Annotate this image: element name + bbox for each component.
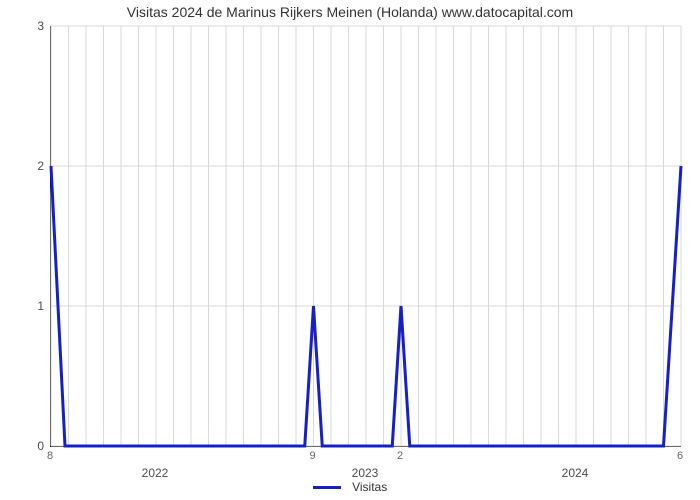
data-count-label: 8 xyxy=(47,450,53,462)
data-count-label: 2 xyxy=(397,450,403,462)
data-count-label: 6 xyxy=(677,450,683,462)
chart-plot-area xyxy=(50,26,681,447)
y-tick-label: 1 xyxy=(6,299,44,313)
x-tick-label: 2022 xyxy=(125,466,185,480)
y-tick-label: 0 xyxy=(6,439,44,453)
chart-title: Visitas 2024 de Marinus Rijkers Meinen (… xyxy=(0,4,700,20)
x-tick-label: 2024 xyxy=(545,466,605,480)
y-tick-label: 3 xyxy=(6,19,44,33)
data-line-layer xyxy=(51,26,681,446)
data-count-label: 9 xyxy=(309,450,315,462)
legend-label: Visitas xyxy=(352,480,387,494)
y-tick-label: 2 xyxy=(6,159,44,173)
legend: Visitas xyxy=(0,480,700,494)
visits-line xyxy=(51,166,681,446)
x-tick-label: 2023 xyxy=(335,466,395,480)
legend-swatch xyxy=(313,486,341,489)
